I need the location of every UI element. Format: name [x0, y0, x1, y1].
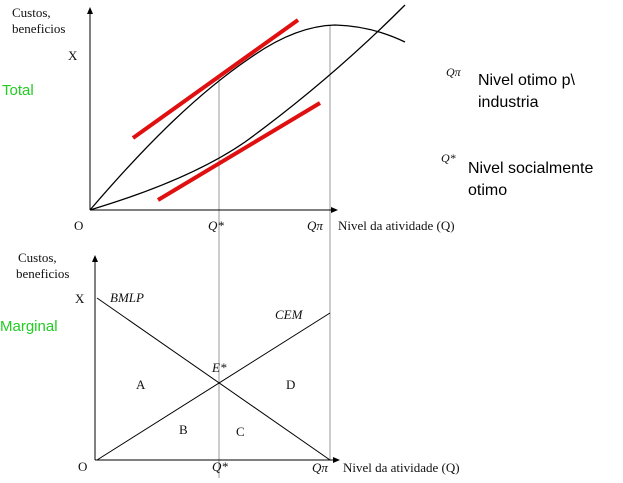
legend-text: industria: [478, 94, 539, 111]
panel-label: Total: [2, 82, 34, 99]
y-mark: X: [75, 291, 85, 306]
y-axis-label: Custos,: [18, 250, 57, 265]
legend: Qπ Nivel otimo p\ industria Q* Nivel soc…: [441, 65, 593, 199]
bottom-panel: Custos, beneficios X Marginal BMLP CEM E…: [0, 250, 460, 475]
x-mark: Qπ: [312, 460, 328, 475]
y-mark: X: [68, 48, 78, 63]
legend-text: Nivel otimo p\: [478, 72, 575, 89]
area-label: A: [136, 377, 146, 392]
legend-text: Nivel socialmente: [468, 160, 593, 177]
bmlp-line: [96, 297, 331, 461]
x-mark: Q*: [212, 459, 228, 474]
curve-label: BMLP: [110, 290, 144, 305]
y-axis-label: beneficios: [16, 266, 69, 281]
cost-curve: [89, 4, 406, 211]
area-label: C: [236, 424, 245, 439]
tangent-line: [131, 18, 300, 140]
intersection-label: E*: [211, 360, 227, 375]
panel-label: Marginal: [0, 318, 58, 335]
origin-label: O: [74, 218, 83, 233]
cem-line: [96, 312, 331, 461]
x-axis-label: Nivel da atividade (Q): [343, 460, 460, 475]
y-axis-label: beneficios: [12, 21, 65, 36]
tangent-line: [156, 101, 322, 202]
legend-symbol: Q*: [441, 151, 456, 165]
x-mark: Qπ: [307, 218, 323, 233]
x-mark: Q*: [208, 218, 224, 233]
y-axis-label: Custos,: [12, 5, 51, 20]
area-label: B: [179, 422, 188, 437]
curve-label: CEM: [275, 307, 304, 322]
benefit-curve: [89, 24, 406, 211]
x-axis-label: Nivel da atividade (Q): [338, 218, 455, 233]
origin-label: O: [78, 459, 87, 474]
legend-symbol: Qπ: [446, 65, 462, 79]
area-label: D: [286, 377, 295, 392]
legend-text: otimo: [468, 182, 507, 199]
top-panel: Custos, beneficios X Total O Q* Qπ Nivel…: [2, 4, 455, 233]
